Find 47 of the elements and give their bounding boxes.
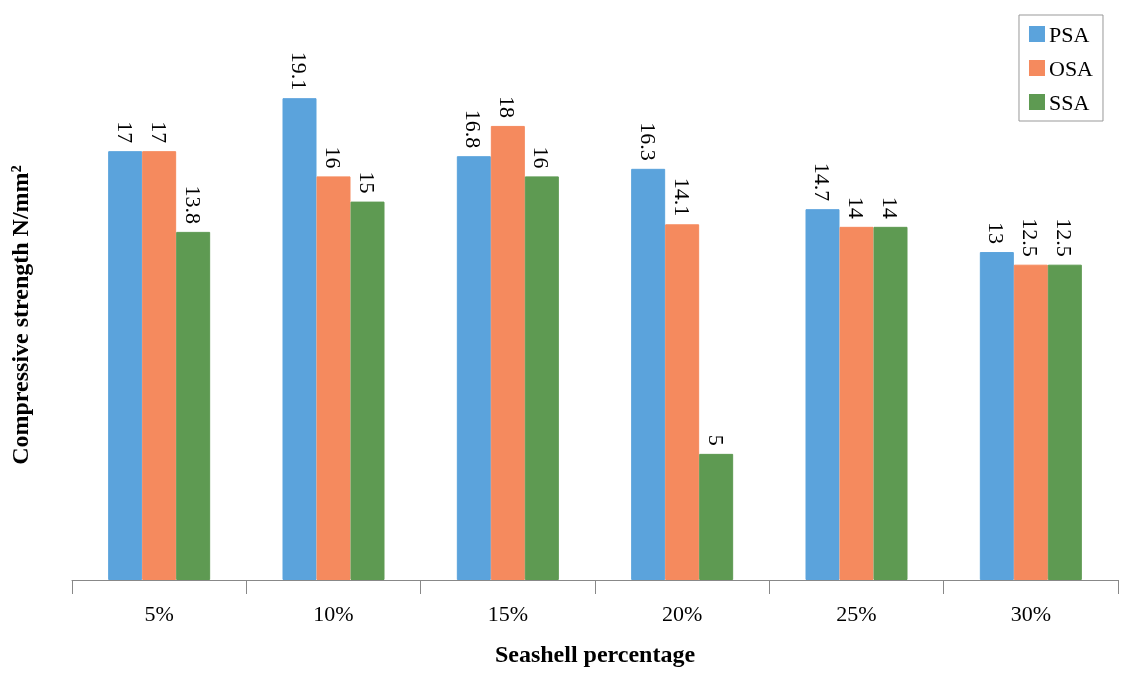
- data-label: 12.5: [1018, 218, 1044, 257]
- data-label: 19.1: [287, 51, 312, 91]
- x-tick-label: 30%: [1010, 600, 1051, 626]
- data-label: 13: [984, 222, 1010, 245]
- bar: [1047, 264, 1082, 580]
- bar: [176, 231, 211, 580]
- data-label: 15: [355, 171, 380, 194]
- data-label: 17: [146, 121, 172, 144]
- data-label: 18: [495, 95, 521, 118]
- x-tick-label: 25%: [836, 600, 877, 626]
- bar: [631, 168, 666, 580]
- data-label: 16.3: [635, 122, 661, 161]
- bar: [524, 176, 559, 580]
- bar: [873, 226, 908, 580]
- bar: [350, 201, 385, 580]
- legend-label: OSA: [1048, 55, 1094, 81]
- legend-label: SSA: [1048, 89, 1090, 115]
- bar: [805, 209, 840, 580]
- bar: [839, 226, 874, 580]
- bar: [316, 176, 351, 580]
- x-tick-label: 5%: [144, 600, 174, 626]
- bar: [108, 151, 143, 580]
- data-label: 16.8: [461, 109, 487, 149]
- data-label: 13.8: [180, 185, 206, 224]
- x-tick-label: 15%: [487, 600, 528, 626]
- bar: [282, 98, 317, 580]
- bar: [699, 453, 734, 580]
- data-label: 16: [321, 146, 346, 169]
- x-axis-title: Seashell percentage: [494, 641, 696, 667]
- bar: [490, 125, 525, 580]
- x-tick-label: 10%: [313, 600, 354, 626]
- data-label: 14: [844, 196, 869, 219]
- data-label: 16: [529, 146, 555, 169]
- y-axis-title: Compressive strength N/mm²: [7, 165, 33, 465]
- bar: [665, 224, 700, 580]
- bar: [456, 156, 491, 580]
- data-label: 5: [703, 434, 729, 446]
- bar: [979, 252, 1014, 580]
- legend-label: PSA: [1048, 21, 1090, 47]
- x-tick-label: 20%: [662, 600, 703, 626]
- data-label: 14.1: [669, 177, 695, 217]
- bar: [1013, 264, 1048, 580]
- data-label: 12.5: [1052, 218, 1078, 257]
- data-label: 17: [112, 121, 138, 144]
- data-label: 14.7: [810, 162, 835, 202]
- data-label: 14: [878, 196, 903, 219]
- bar: [142, 151, 177, 580]
